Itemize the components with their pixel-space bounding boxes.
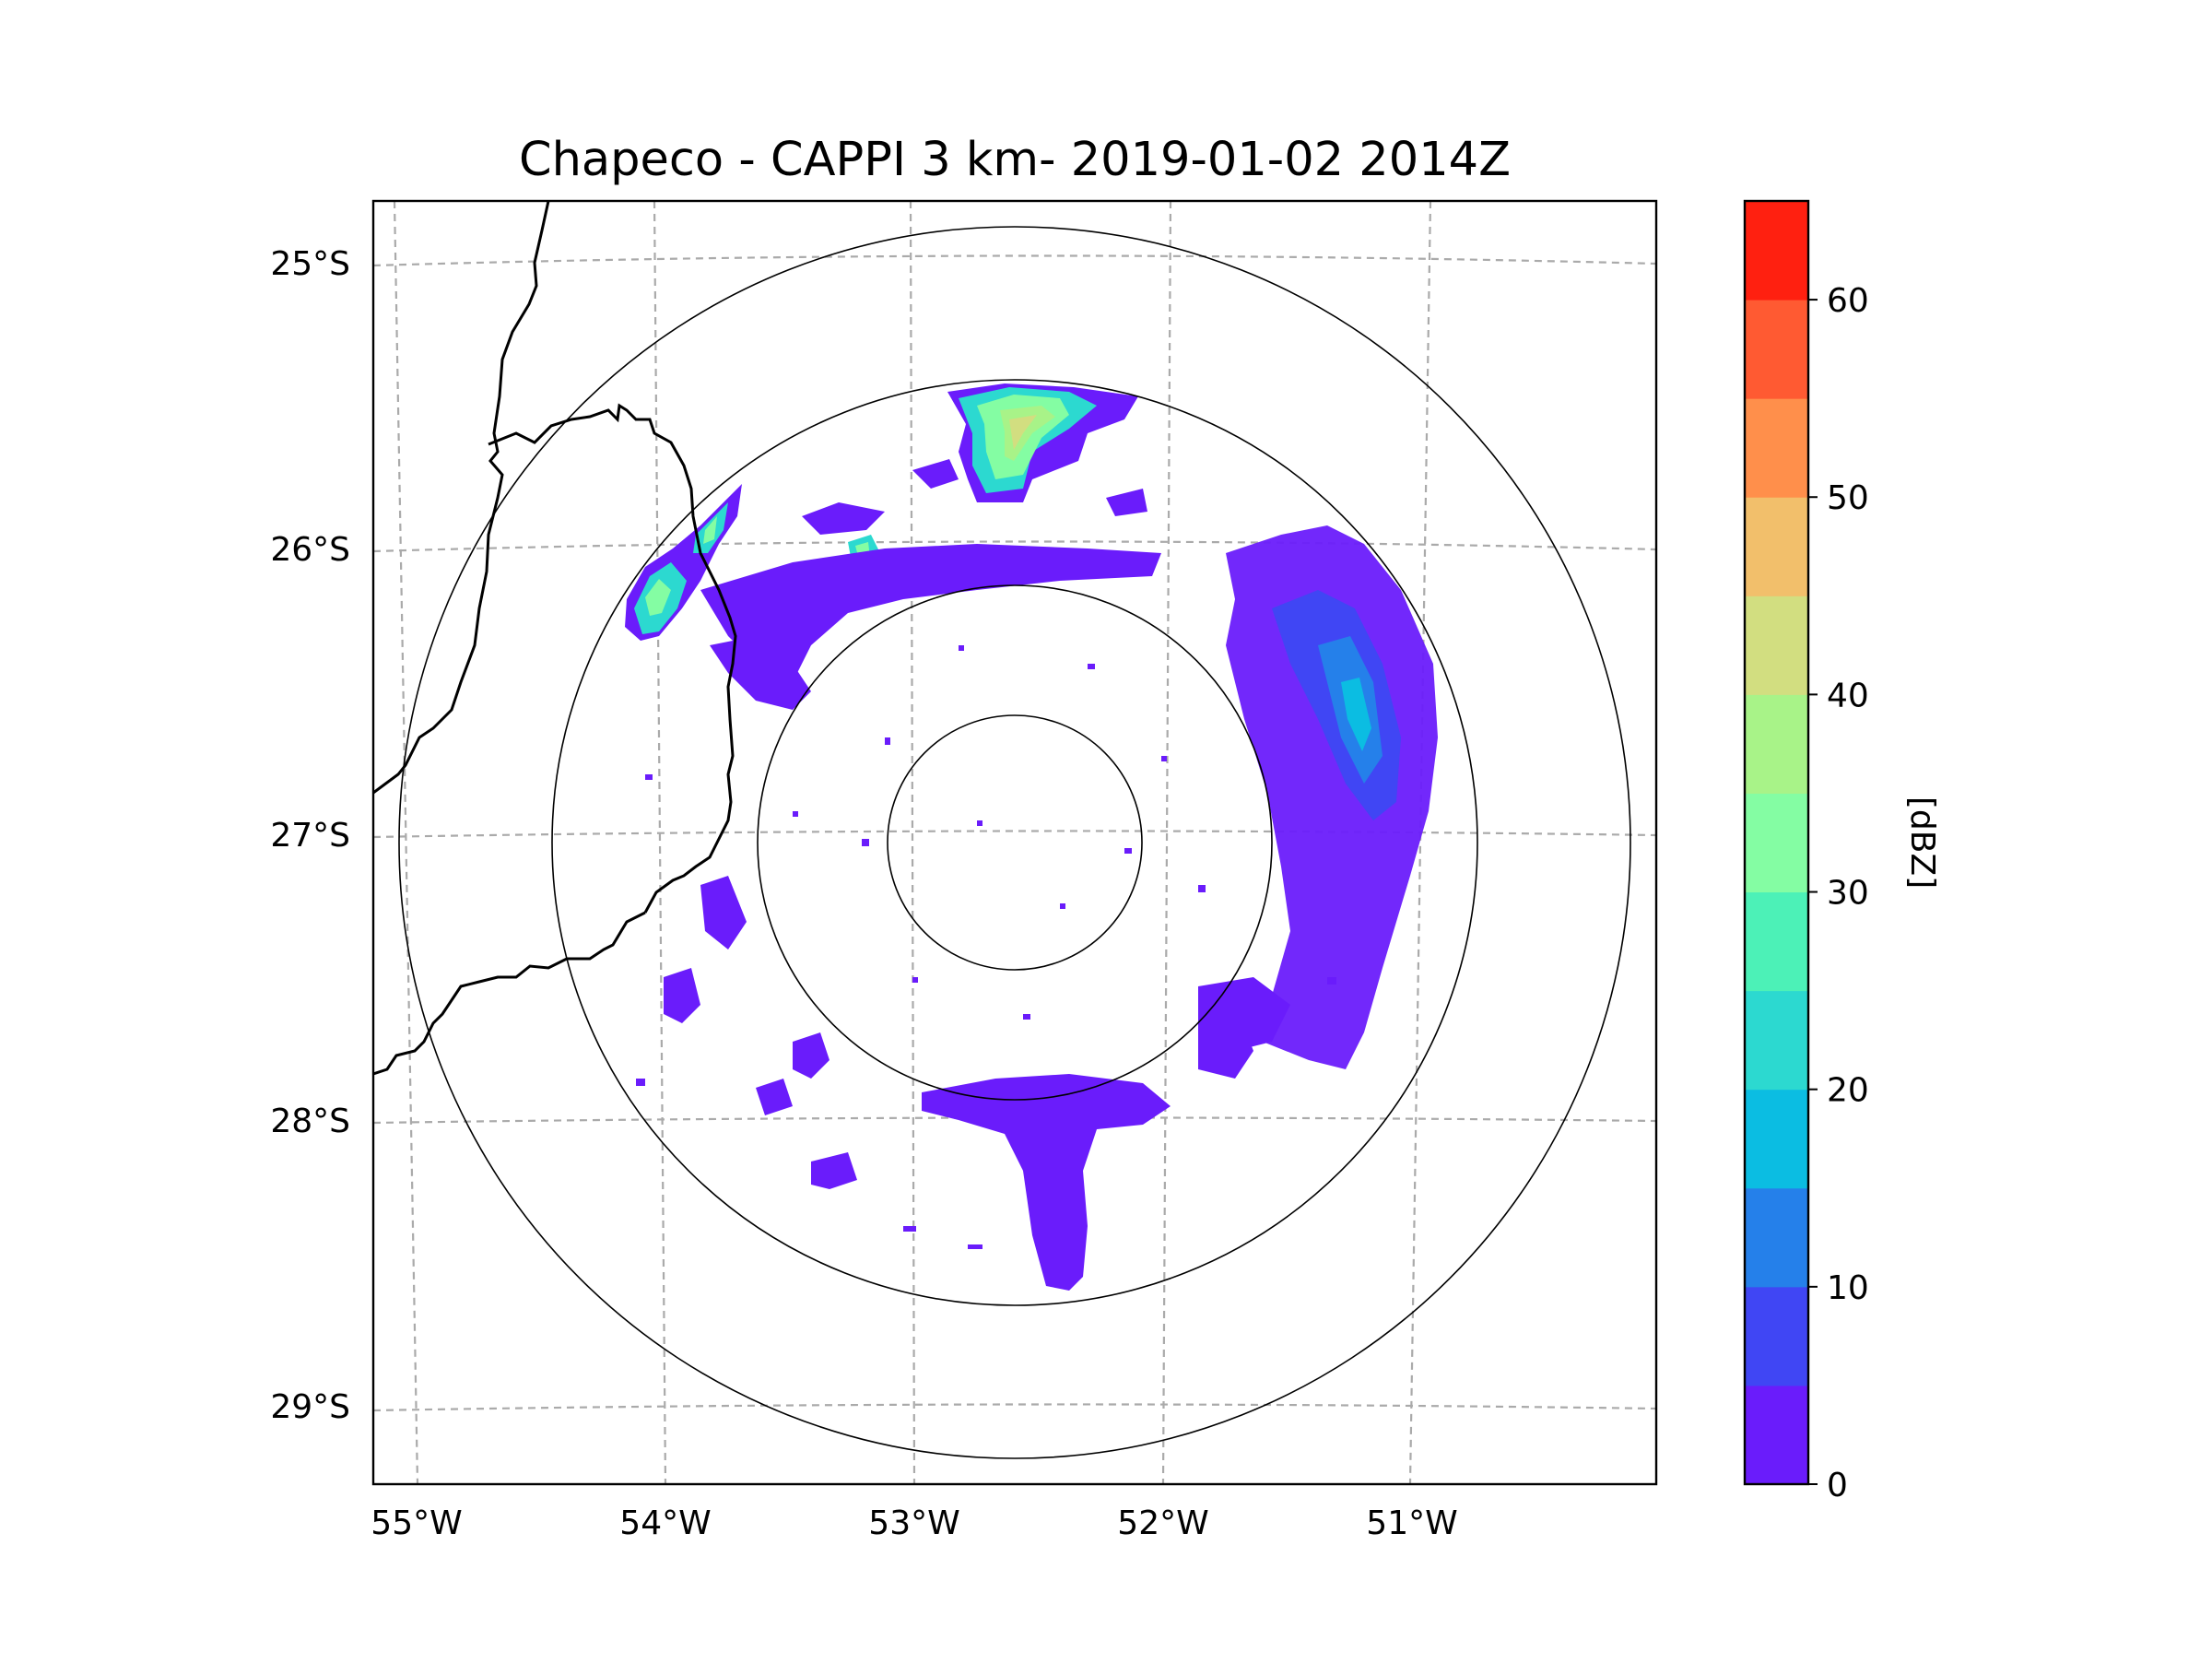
echo-north-cell — [947, 383, 1138, 502]
colorbar-band-15 — [1745, 1089, 1808, 1189]
longitude-labels: 55°W 54°W 53°W 52°W 51°W — [371, 1504, 1457, 1542]
colorbar-bands — [1745, 201, 1808, 1485]
border-west — [373, 201, 550, 795]
lat-label-25s: 25°S — [270, 245, 350, 283]
colorbar-band-35 — [1745, 694, 1808, 794]
lat-label-29s: 29°S — [270, 1388, 350, 1426]
colorbar-band-60 — [1745, 201, 1808, 301]
colorbar-band-45 — [1745, 497, 1808, 596]
colorbar-tick-label: 50 — [1827, 479, 1869, 517]
colorbar-ticks: 0 10 20 30 40 50 60 — [1808, 282, 1869, 1504]
colorbar-tick-label: 60 — [1827, 282, 1869, 320]
colorbar: 0 10 20 30 40 50 60 [dBZ] — [1743, 199, 1941, 1504]
colorbar-frame — [1743, 199, 1810, 1486]
lat-label-27s: 27°S — [270, 817, 350, 855]
lon-label-51w: 51°W — [1366, 1504, 1457, 1542]
lon-label-53w: 53°W — [868, 1504, 959, 1542]
border-south — [373, 911, 646, 1076]
colorbar-tick-label: 40 — [1827, 677, 1869, 714]
range-ring-1 — [887, 714, 1143, 971]
lat-label-28s: 28°S — [270, 1103, 350, 1140]
colorbar-band-25 — [1745, 891, 1808, 992]
lat-label-26s: 26°S — [270, 531, 350, 569]
echo-speckles — [636, 645, 1336, 1249]
colorbar-band-10 — [1745, 1187, 1808, 1288]
colorbar-tick-label: 20 — [1827, 1072, 1869, 1110]
range-ring-3 — [551, 379, 1478, 1306]
colorbar-band-55 — [1745, 300, 1808, 399]
lon-label-54w: 54°W — [619, 1504, 711, 1542]
map-panel — [373, 201, 1656, 1484]
colorbar-band-20 — [1745, 990, 1808, 1091]
range-ring-2 — [757, 584, 1273, 1101]
colorbar-band-50 — [1745, 398, 1808, 498]
lon-label-55w: 55°W — [371, 1504, 462, 1542]
colorbar-label: [dBZ] — [1903, 796, 1941, 889]
colorbar-band-5 — [1745, 1286, 1808, 1386]
map-title: Chapeco - CAPPI 3 km- 2019-01-02 2014Z — [519, 133, 1511, 187]
range-ring-4 — [398, 226, 1631, 1459]
lon-label-52w: 52°W — [1117, 1504, 1208, 1542]
border-north — [488, 403, 737, 914]
colorbar-tick-label: 30 — [1827, 875, 1869, 913]
map-frame — [371, 199, 1658, 1486]
colorbar-band-30 — [1745, 793, 1808, 893]
colorbar-band-40 — [1745, 596, 1808, 695]
latitude-labels: 25°S 26°S 27°S 28°S 29°S — [270, 245, 350, 1426]
colorbar-tick-label: 0 — [1827, 1467, 1848, 1504]
radar-echoes — [625, 383, 1438, 1291]
colorbar-band-0 — [1745, 1385, 1808, 1485]
political-borders — [373, 201, 737, 1076]
colorbar-tick-label: 10 — [1827, 1269, 1869, 1307]
range-rings — [398, 226, 1631, 1459]
